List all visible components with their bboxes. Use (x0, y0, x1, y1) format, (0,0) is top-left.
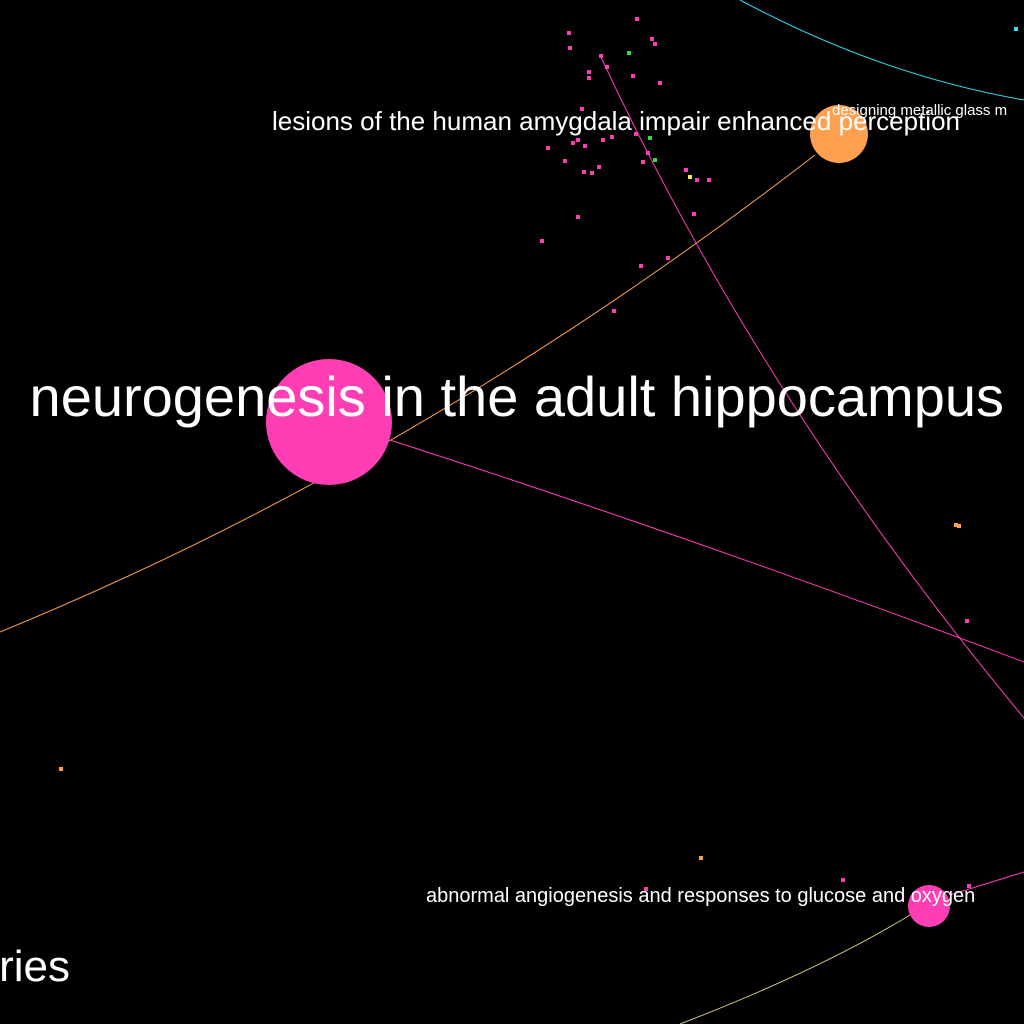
small-node-26[interactable] (597, 165, 601, 169)
edge-cyan-arc (739, 0, 1024, 101)
small-node-15[interactable] (648, 136, 652, 140)
small-node-21[interactable] (634, 132, 638, 136)
small-node-45[interactable] (967, 884, 971, 888)
small-node-14[interactable] (610, 135, 614, 139)
label-metallic-glass[interactable]: designing metallic glass m (832, 102, 1007, 119)
small-node-13[interactable] (580, 107, 584, 111)
small-node-39[interactable] (954, 523, 958, 527)
small-node-35[interactable] (540, 239, 544, 243)
small-node-29[interactable] (684, 168, 688, 172)
small-node-16[interactable] (571, 141, 575, 145)
small-node-30[interactable] (688, 175, 692, 179)
small-node-40[interactable] (957, 524, 961, 528)
small-node-31[interactable] (695, 178, 699, 182)
small-node-37[interactable] (639, 264, 643, 268)
label-neurogenesis[interactable]: neurogenesis in the adult hippocampus (30, 365, 1004, 428)
small-node-42[interactable] (59, 767, 63, 771)
small-node-25[interactable] (563, 159, 567, 163)
small-node-6[interactable] (599, 54, 603, 58)
label-series[interactable]: ries (0, 942, 70, 991)
small-node-20[interactable] (601, 138, 605, 142)
small-node-10[interactable] (631, 74, 635, 78)
small-node-34[interactable] (576, 215, 580, 219)
small-node-18[interactable] (546, 146, 550, 150)
small-node-47[interactable] (1014, 27, 1018, 31)
small-node-41[interactable] (965, 619, 969, 623)
label-amygdala[interactable]: lesions of the human amygdala impair enh… (272, 106, 960, 136)
small-node-11[interactable] (587, 76, 591, 80)
small-node-27[interactable] (582, 170, 586, 174)
label-angiogenesis[interactable]: abnormal angiogenesis and responses to g… (426, 885, 975, 907)
small-nodes (59, 17, 1018, 891)
small-node-32[interactable] (707, 178, 711, 182)
small-node-36[interactable] (666, 256, 670, 260)
small-node-38[interactable] (612, 309, 616, 313)
edge-pink-angiogenesis (949, 871, 1024, 896)
small-node-22[interactable] (646, 151, 650, 155)
small-node-33[interactable] (692, 212, 696, 216)
small-node-9[interactable] (587, 70, 591, 74)
small-node-2[interactable] (635, 17, 639, 21)
small-node-28[interactable] (590, 171, 594, 175)
small-node-46[interactable] (644, 887, 648, 891)
small-node-7[interactable] (627, 51, 631, 55)
small-node-4[interactable] (653, 42, 657, 46)
small-node-17[interactable] (583, 144, 587, 148)
edge-gold-bottom (679, 914, 911, 1024)
edge-orange-long (0, 154, 816, 633)
small-node-5[interactable] (568, 46, 572, 50)
small-node-3[interactable] (650, 37, 654, 41)
small-node-1[interactable] (567, 31, 571, 35)
small-node-8[interactable] (605, 65, 609, 69)
edge-pink-neurogenesis (389, 439, 1024, 663)
small-node-24[interactable] (641, 160, 645, 164)
small-node-44[interactable] (841, 878, 845, 882)
small-node-19[interactable] (576, 138, 580, 142)
node-neurogenesis[interactable] (266, 359, 392, 485)
small-node-43[interactable] (699, 856, 703, 860)
small-node-23[interactable] (653, 158, 657, 162)
small-node-12[interactable] (658, 81, 662, 85)
node-amygdala[interactable] (810, 105, 868, 163)
node-angiogenesis[interactable] (908, 885, 950, 927)
